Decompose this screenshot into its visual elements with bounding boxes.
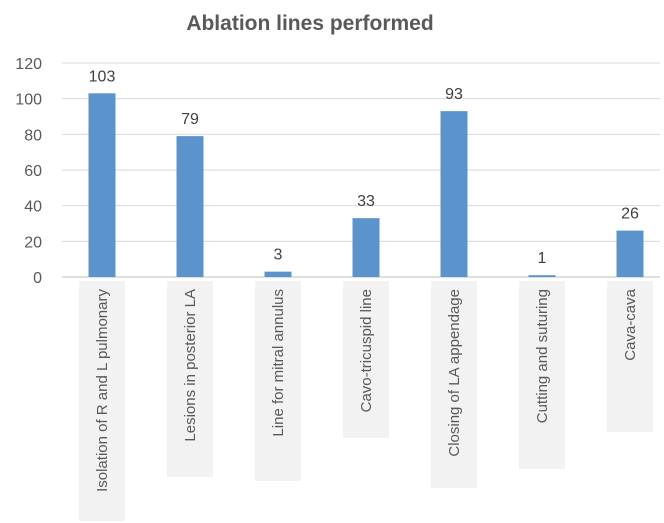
bar — [440, 111, 468, 278]
category-label-background — [607, 281, 653, 432]
x-category-label: Cutting and suturing — [534, 289, 551, 423]
bar — [528, 275, 556, 277]
x-category-label: Cava-cava — [622, 288, 639, 360]
x-category-label: Closing of LA appendage — [446, 289, 463, 457]
y-tick-label: 100 — [15, 92, 42, 109]
y-tick-label: 120 — [15, 56, 42, 73]
category-label-background — [519, 281, 565, 469]
data-label: 3 — [274, 247, 283, 264]
data-label: 1 — [538, 250, 547, 267]
x-axis-categories: Isolation of R and L pulmonary Lesions in… — [94, 288, 639, 492]
y-tick-label: 80 — [24, 127, 42, 144]
category-label-backgrounds — [79, 281, 653, 521]
bar — [616, 230, 644, 277]
category-label-background — [167, 281, 213, 477]
x-category-label: Lesions in posterior LA — [182, 289, 199, 442]
y-tick-label: 40 — [24, 199, 42, 216]
data-label: 103 — [89, 68, 116, 85]
y-tick-label: 60 — [24, 163, 42, 180]
data-label: 26 — [621, 206, 639, 223]
bar — [176, 136, 204, 277]
y-tick-label: 20 — [24, 234, 42, 251]
category-label-background — [255, 281, 301, 481]
data-label: 93 — [445, 86, 463, 103]
bar — [352, 218, 380, 277]
bar — [88, 93, 116, 277]
category-label-background — [79, 281, 125, 521]
x-category-label: Isolation of R and L pulmonary — [94, 289, 111, 492]
gridlines — [62, 62, 660, 278]
category-label-background — [343, 281, 389, 438]
x-category-label: Cavo-tricuspid line — [358, 289, 375, 412]
y-axis-ticks: 0 20 40 60 80 100 120 — [15, 56, 42, 287]
x-category-label: Line for mitral annulus — [270, 289, 287, 437]
chart-title: Ablation lines performed — [186, 12, 433, 35]
bars — [88, 93, 644, 278]
bar — [264, 271, 292, 277]
data-label: 79 — [181, 111, 199, 128]
category-label-background — [431, 281, 477, 488]
y-tick-label: 0 — [33, 270, 42, 287]
data-label: 33 — [357, 193, 375, 210]
